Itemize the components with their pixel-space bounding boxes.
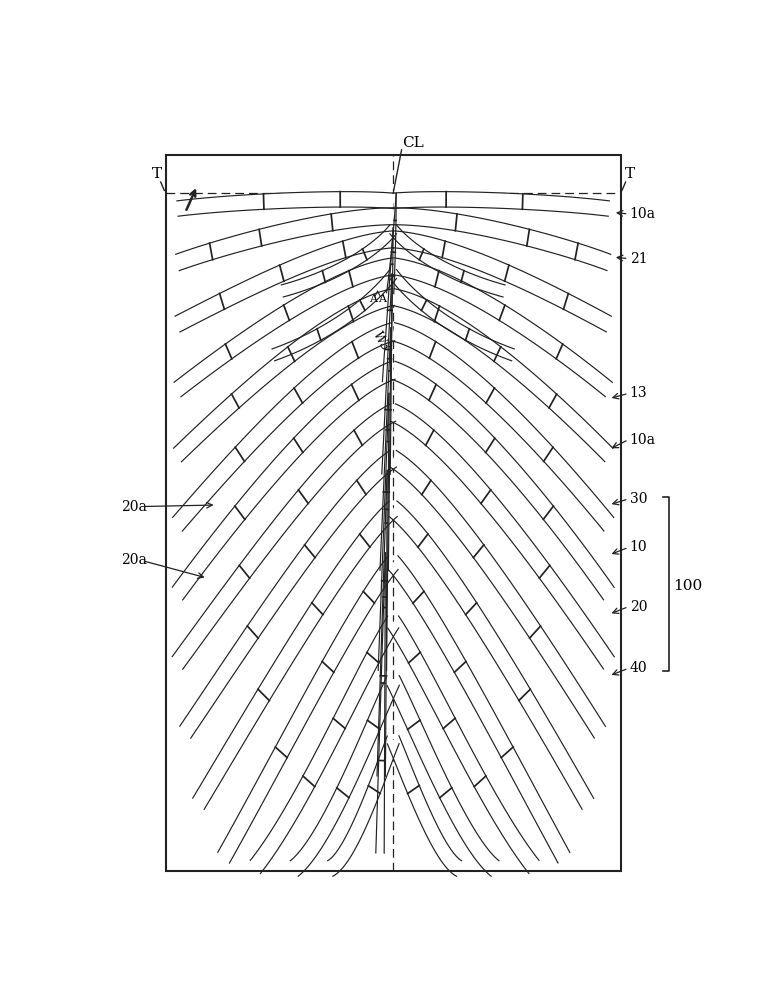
Polygon shape — [390, 225, 505, 297]
Text: 20: 20 — [630, 600, 647, 614]
Polygon shape — [382, 274, 392, 474]
Polygon shape — [281, 225, 397, 297]
Polygon shape — [376, 553, 386, 853]
Text: 40: 40 — [630, 661, 648, 675]
Polygon shape — [393, 192, 609, 216]
Polygon shape — [272, 270, 397, 361]
Text: 13: 13 — [630, 386, 648, 400]
Text: 100: 100 — [673, 579, 703, 593]
Polygon shape — [386, 193, 397, 294]
Polygon shape — [387, 676, 499, 876]
Polygon shape — [380, 328, 391, 571]
Polygon shape — [377, 470, 387, 776]
Polygon shape — [218, 556, 398, 863]
Text: 20a: 20a — [121, 553, 146, 567]
Text: 21: 21 — [630, 252, 648, 266]
Polygon shape — [172, 404, 396, 669]
Text: T: T — [152, 167, 162, 181]
Polygon shape — [393, 258, 612, 397]
Text: W3: W3 — [369, 329, 391, 354]
Polygon shape — [388, 616, 539, 873]
Text: CL: CL — [402, 136, 424, 150]
Polygon shape — [378, 393, 389, 671]
Polygon shape — [172, 323, 395, 531]
Text: 20a: 20a — [121, 500, 146, 514]
Bar — [165, 155, 621, 871]
Polygon shape — [175, 231, 393, 332]
Polygon shape — [180, 451, 397, 738]
Text: 10a: 10a — [630, 433, 656, 447]
Polygon shape — [390, 501, 594, 809]
Polygon shape — [383, 228, 393, 382]
Text: A: A — [369, 294, 377, 304]
Polygon shape — [390, 450, 605, 738]
Polygon shape — [175, 208, 393, 271]
Text: 10: 10 — [630, 540, 648, 554]
Polygon shape — [192, 501, 397, 809]
Polygon shape — [174, 258, 394, 397]
Polygon shape — [328, 736, 399, 876]
Polygon shape — [393, 208, 611, 271]
Polygon shape — [391, 404, 615, 669]
Polygon shape — [250, 616, 399, 873]
Text: 10a: 10a — [630, 207, 656, 221]
Polygon shape — [177, 192, 393, 216]
Polygon shape — [291, 676, 400, 876]
Polygon shape — [391, 361, 615, 600]
Text: 30: 30 — [630, 492, 647, 506]
Polygon shape — [392, 323, 614, 531]
Polygon shape — [388, 556, 570, 863]
Polygon shape — [393, 231, 611, 332]
Polygon shape — [174, 289, 394, 462]
Text: A: A — [378, 294, 386, 304]
Polygon shape — [390, 270, 514, 361]
Polygon shape — [392, 289, 613, 462]
Polygon shape — [172, 361, 395, 600]
Text: T: T — [625, 167, 635, 181]
Polygon shape — [387, 736, 461, 876]
